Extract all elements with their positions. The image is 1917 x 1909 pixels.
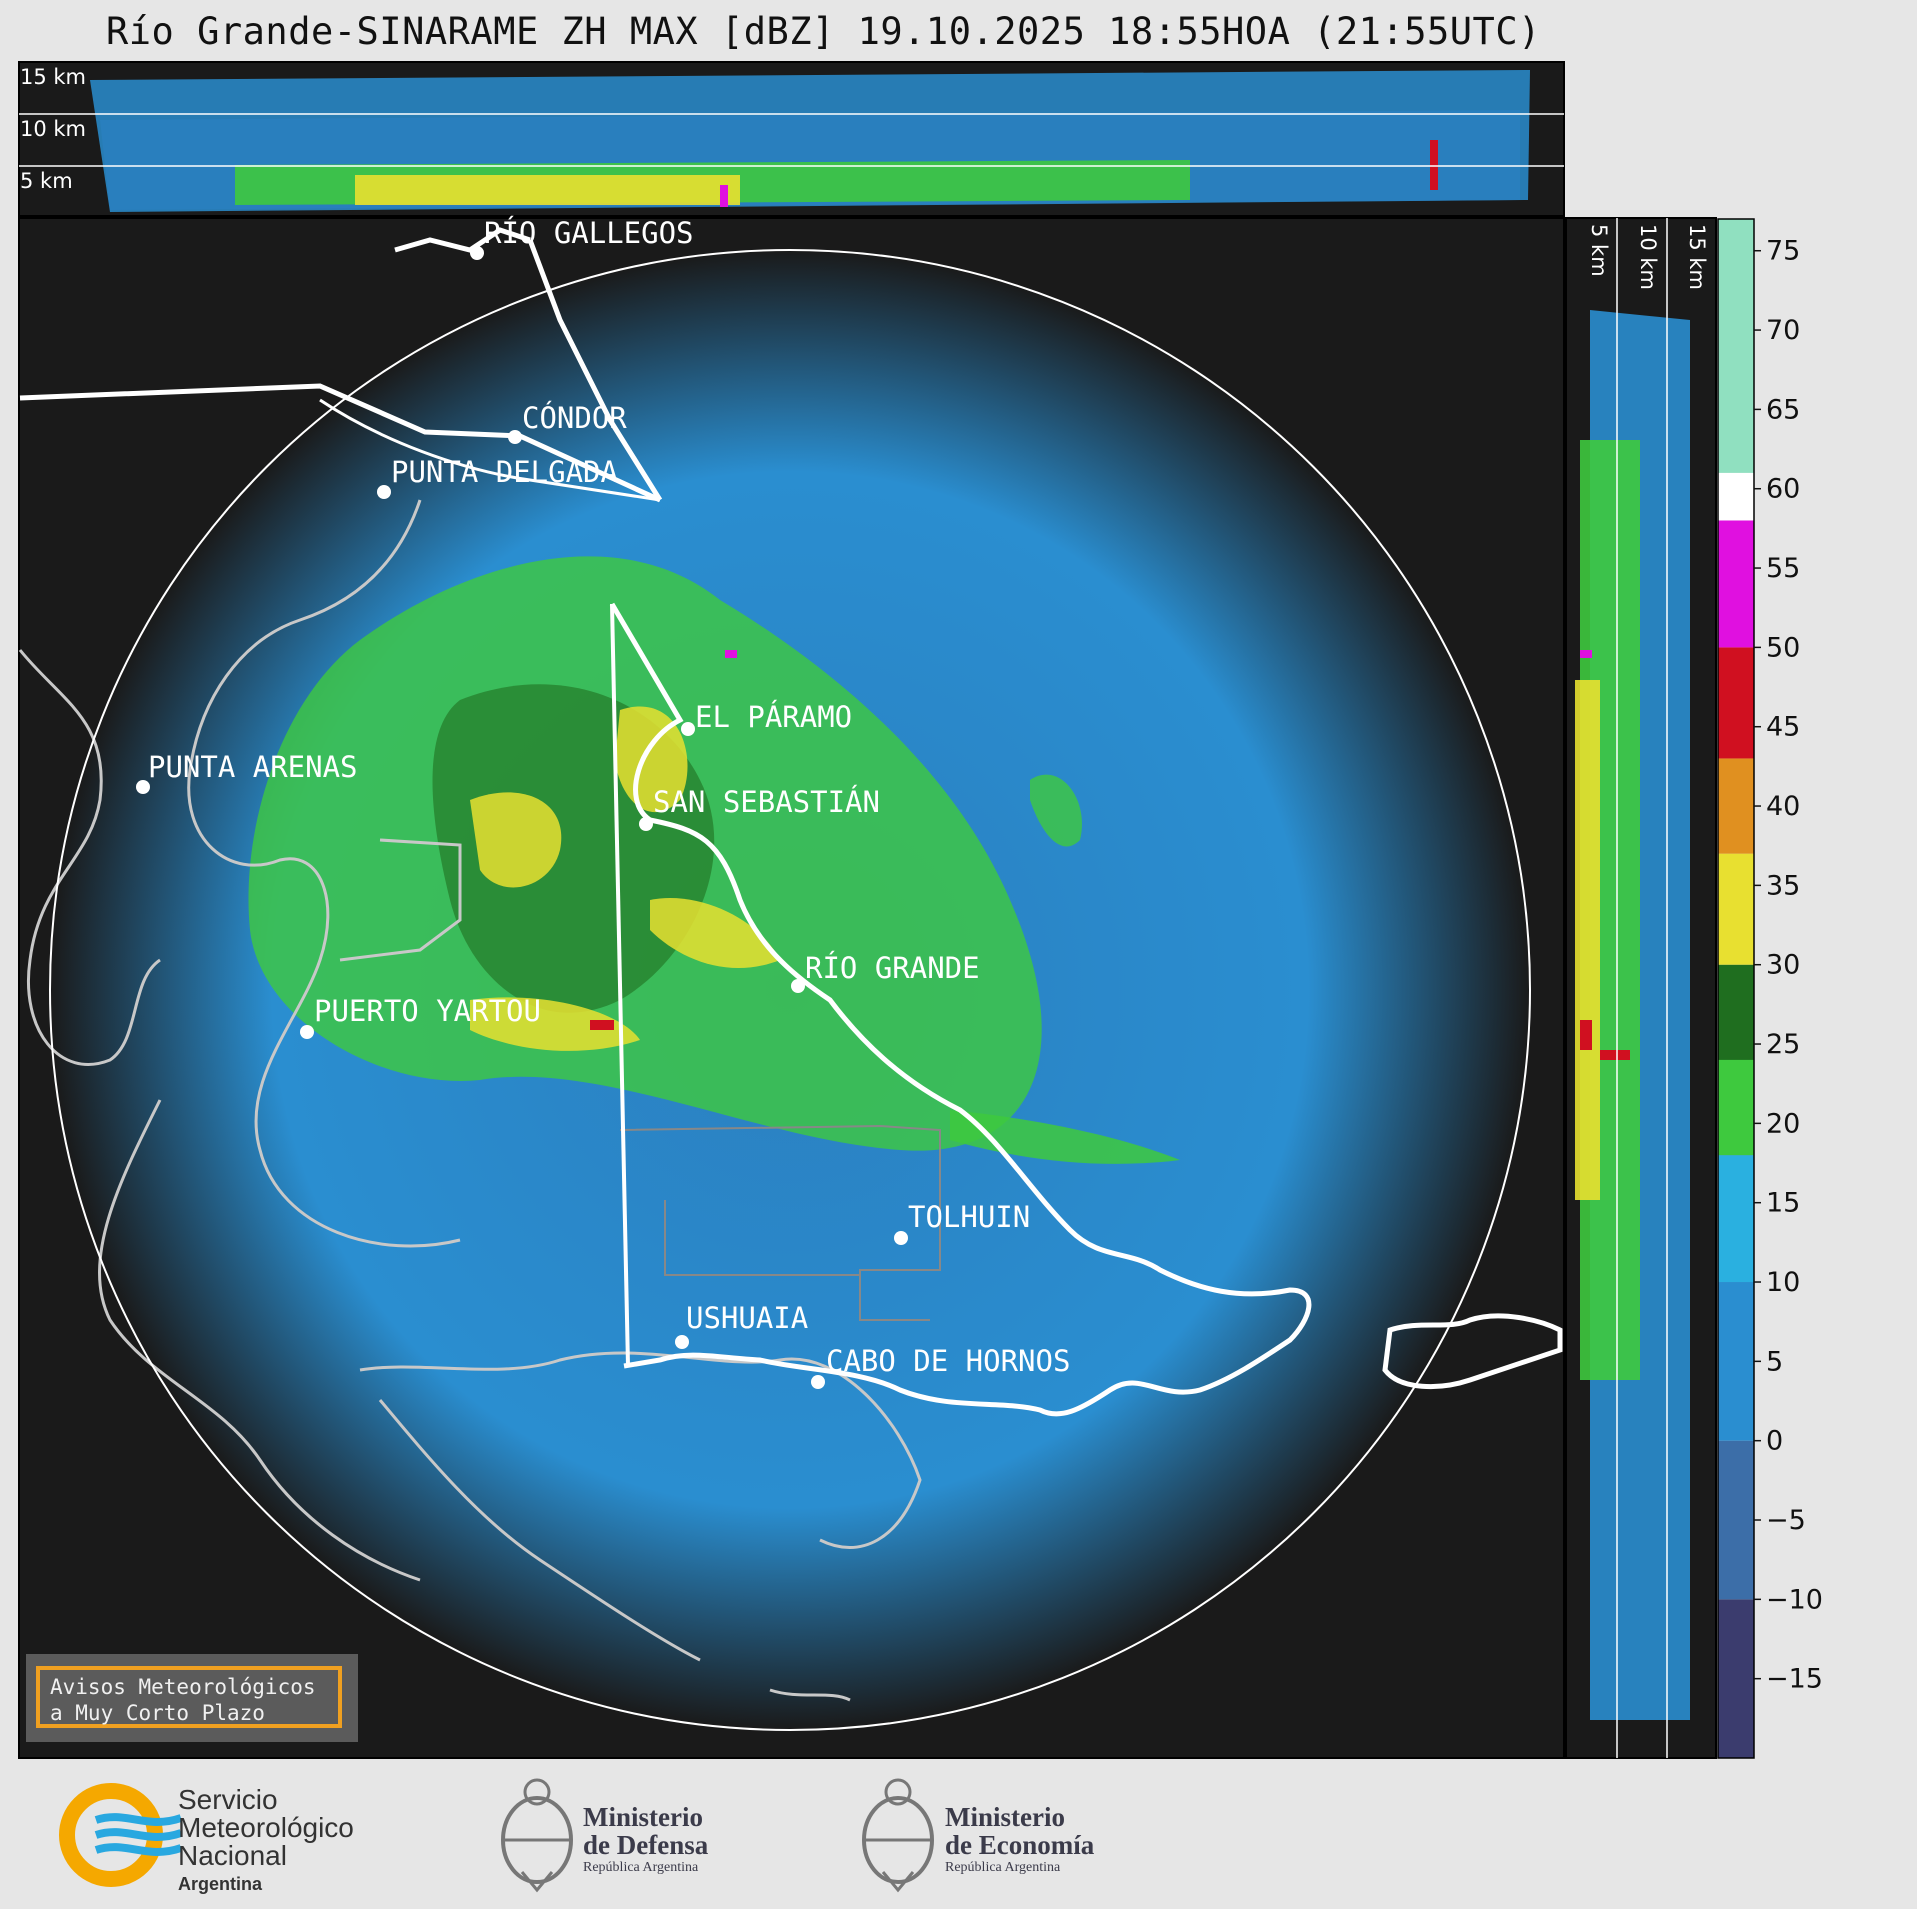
top-label-15km: 15 km [20,65,86,89]
top-label-10km: 10 km [20,117,86,141]
defensa-logo-text: Ministerio de Defensa República Argentin… [583,1803,708,1877]
colorbar-tick-label: 75 [1766,236,1800,267]
colorbar-tick-label: −5 [1766,1505,1806,1536]
colorbar-tick-label: 35 [1766,870,1800,901]
city-label-rio-gallegos: RÍO GALLEGOS [484,216,694,250]
warning-badge: Avisos Meteorológicos a Muy Corto Plazo [36,1666,342,1728]
defensa-coat-of-arms-icon [501,1778,573,1893]
colorbar-tick-label: 50 [1766,632,1800,663]
economia-coat-of-arms-icon [862,1778,934,1893]
smn-line-3: Nacional [178,1840,287,1871]
colorbar-band [1718,219,1754,473]
colorbar-tick-label: 10 [1766,1267,1800,1298]
colorbar-tick-label: −15 [1766,1664,1823,1695]
economia-line-3: República Argentina [945,1860,1061,1875]
city-label-el-paramo: EL PÁRAMO [695,700,852,734]
colorbar-tick-label: 15 [1766,1188,1800,1219]
colorbar-tick-label: −10 [1766,1584,1823,1615]
colorbar-band [1718,1282,1754,1441]
colorbar-band [1718,1155,1754,1283]
colorbar-tick-label: 40 [1766,791,1800,822]
colorbar-band [1718,1440,1754,1600]
colorbar-tick-label: 30 [1766,950,1800,981]
top-cross-section: 15 km 10 km 5 km [18,61,1565,217]
defensa-line-1: Ministerio [583,1802,703,1832]
smn-logo-text: Servicio Meteorológico Nacional Argentin… [178,1786,354,1898]
colorbar-tick-label: 55 [1766,553,1800,584]
city-label-punta-arenas: PUNTA ARENAS [148,750,358,784]
city-label-puerto-yartou: PUERTO YARTOU [314,994,541,1028]
economia-logo-text: Ministerio de Economía República Argenti… [945,1803,1094,1877]
side-label-10km: 10 km [1636,224,1660,290]
badge-line-2: a Muy Corto Plazo [50,1701,265,1725]
smn-logo-icon [59,1783,183,1887]
side-cross-section: 5 km 10 km 15 km [1565,217,1717,1759]
colorbar-tick-label: 70 [1766,315,1800,346]
city-label-condor: CÓNDOR [522,401,627,435]
colorbar-tick-label: 45 [1766,712,1800,743]
side-label-5km: 5 km [1587,224,1611,277]
map-title: Río Grande-SINARAME ZH MAX [dBZ] 19.10.2… [106,10,1541,53]
radar-ppi-panel: RÍO GALLEGOS CÓNDOR PUNTA DELGADA EL PÁR… [18,216,1565,1759]
colorbar-tick-label: 25 [1766,1029,1800,1060]
colorbar-band [1718,758,1754,854]
smn-line-2: Meteorológico [178,1812,354,1843]
city-label-cabo-de-hornos: CABO DE HORNOS [826,1344,1070,1378]
smn-line-1: Servicio [178,1784,278,1815]
defensa-line-3: República Argentina [583,1860,699,1875]
side-label-15km: 15 km [1685,224,1709,290]
city-label-rio-grande: RÍO GRANDE [805,951,980,985]
colorbar-tick-label: 5 [1766,1346,1783,1377]
city-markers: RÍO GALLEGOS CÓNDOR PUNTA DELGADA EL PÁR… [136,216,1070,1389]
colorbar-band [1718,647,1754,759]
colorbar-tick-label: 20 [1766,1108,1800,1139]
smn-line-4: Argentina [178,1874,263,1894]
colorbar-band [1718,520,1754,648]
colorbar-tick-label: 0 [1766,1426,1783,1457]
city-label-ushuaia: USHUAIA [686,1301,808,1335]
colorbar-tick-label: 60 [1766,474,1800,505]
top-label-5km: 5 km [20,169,73,193]
badge-line-1: Avisos Meteorológicos [50,1675,316,1699]
city-label-tolhuin: TOLHUIN [908,1200,1030,1234]
colorbar-tick-label: 65 [1766,394,1800,425]
colorbar-band [1718,472,1754,521]
colorbar-band [1718,1059,1754,1156]
colorbar-band [1718,853,1754,965]
defensa-line-2: de Defensa [583,1830,709,1860]
economia-line-2: de Economía [945,1830,1095,1860]
colorbar-band [1718,1599,1754,1758]
city-label-punta-delgada: PUNTA DELGADA [391,455,618,489]
city-label-san-sebastian: SAN SEBASTIÁN [653,785,880,819]
economia-line-1: Ministerio [945,1802,1065,1832]
